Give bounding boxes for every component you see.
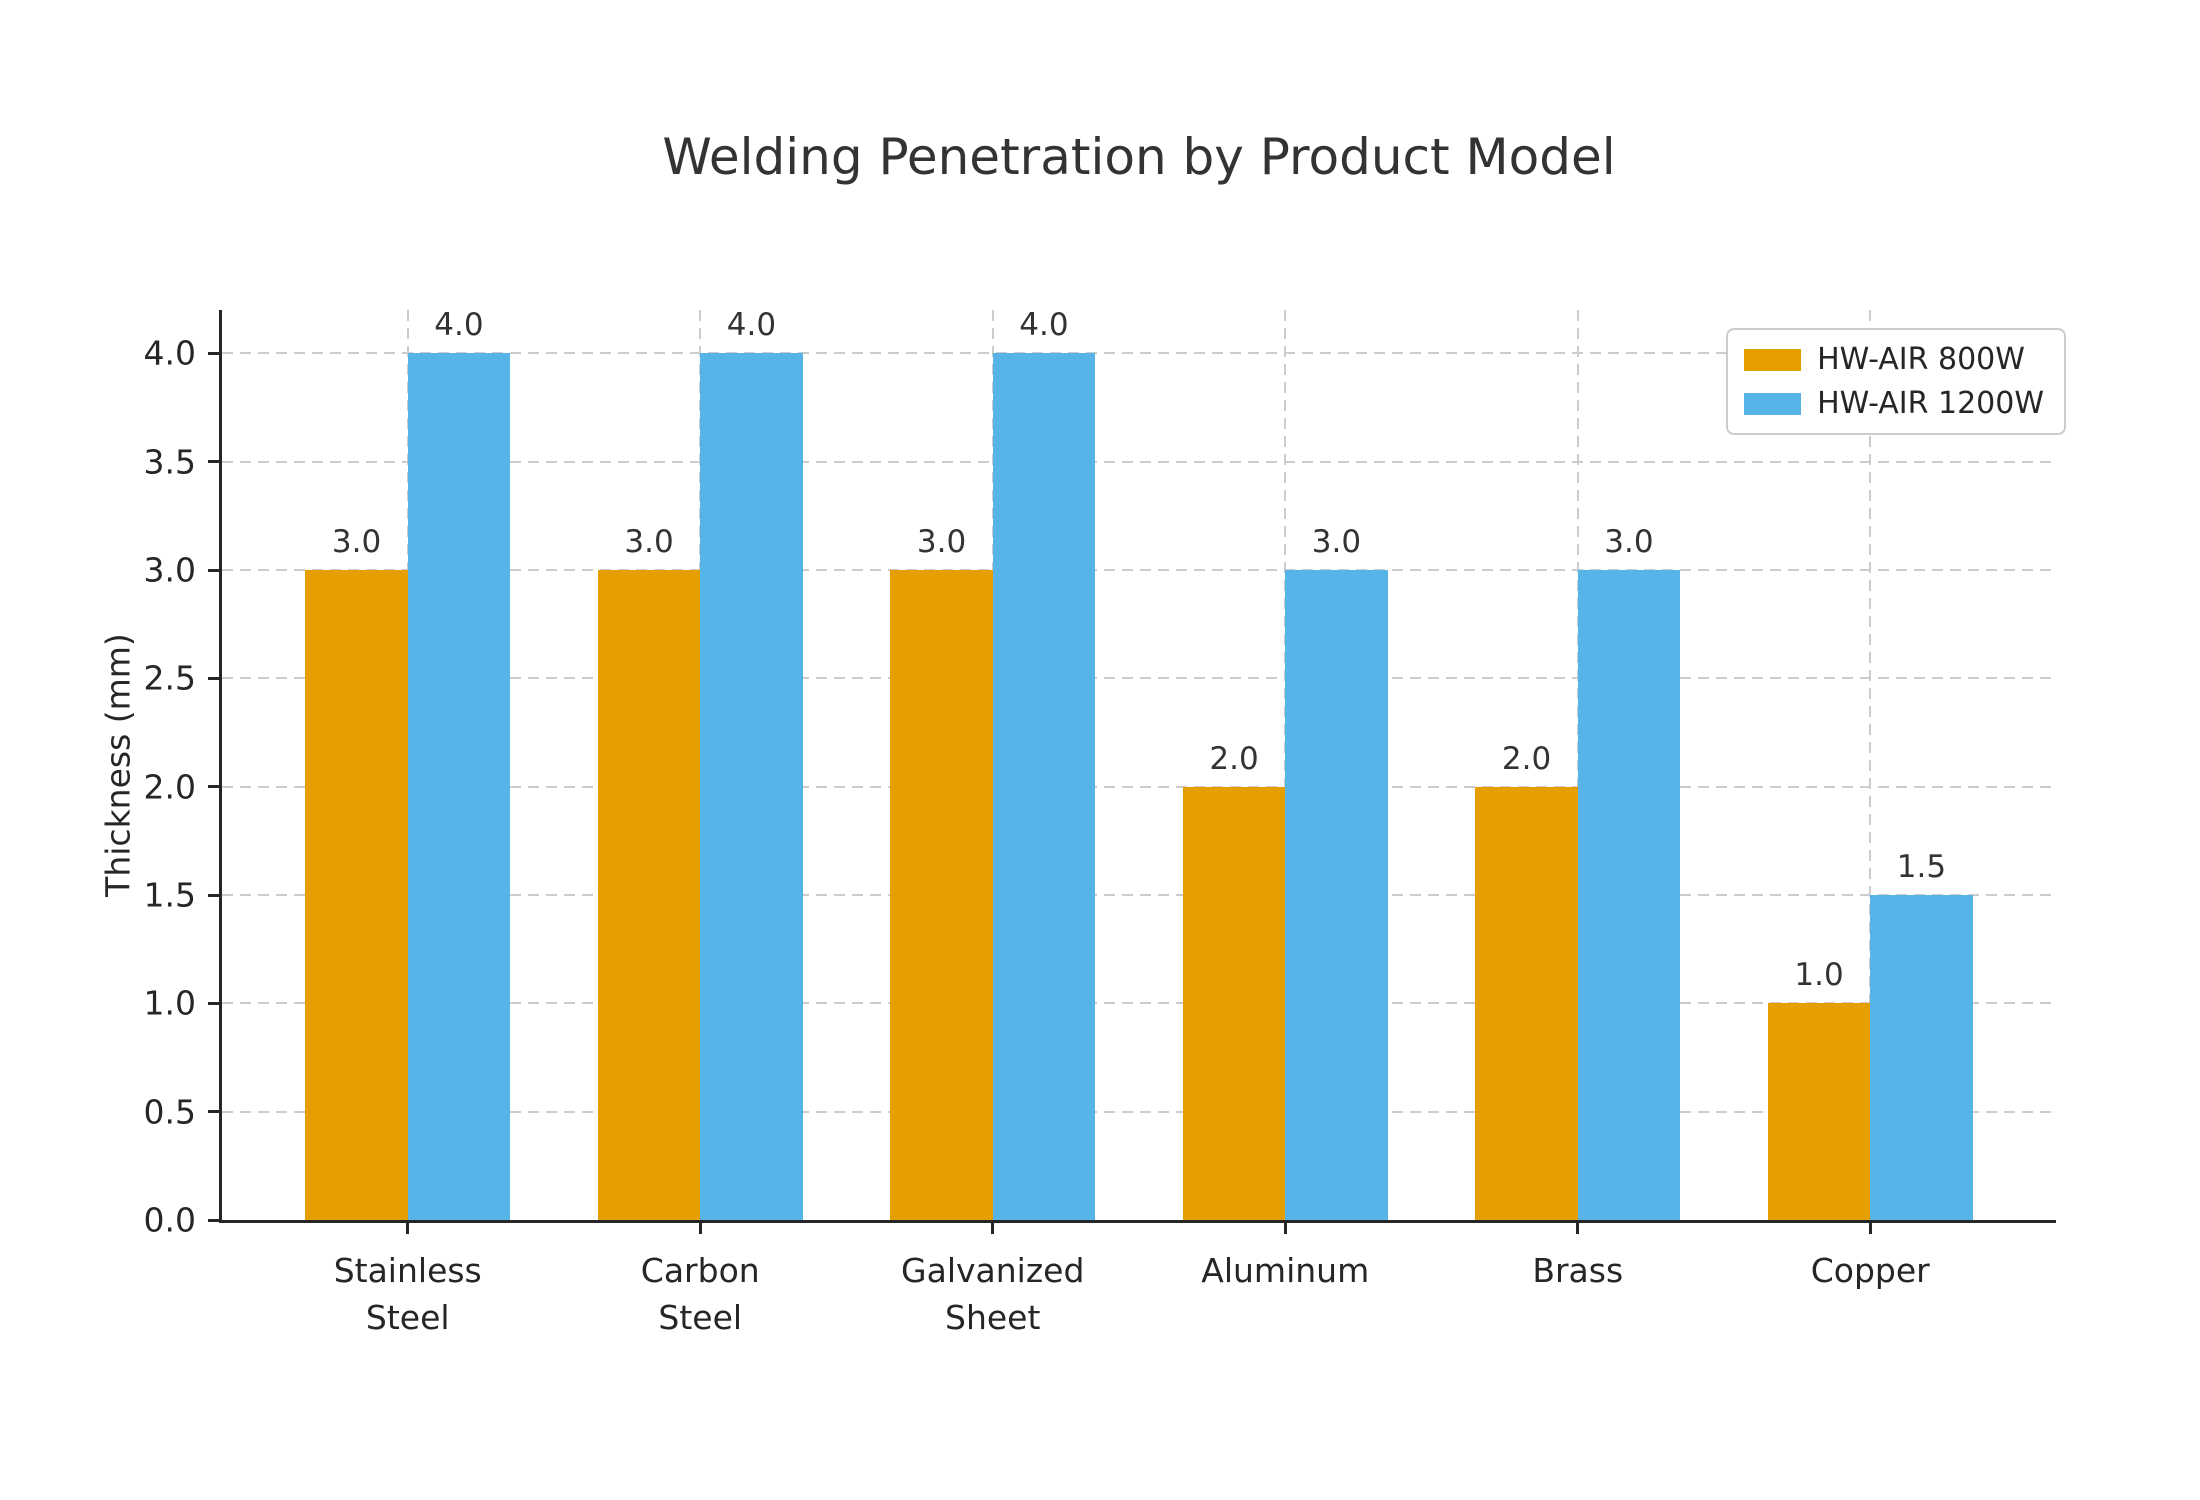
y-tick-mark [208, 460, 219, 464]
bar [890, 570, 993, 1220]
y-tick-mark [208, 785, 219, 789]
bar-value-label: 3.0 [624, 524, 674, 560]
y-tick-mark [208, 1110, 219, 1114]
legend-item: HW-AIR 800W [1744, 342, 2044, 377]
x-tick-label: Carbon Steel [640, 1251, 760, 1337]
legend: HW-AIR 800W HW-AIR 1200W [1726, 328, 2066, 435]
x-tick-label: Stainless Steel [333, 1251, 482, 1337]
y-axis-spine [219, 310, 222, 1223]
bar-value-label: 4.0 [726, 307, 777, 344]
y-tick-mark [208, 568, 219, 572]
bar [1182, 786, 1286, 1220]
y-tick-label: 2.5 [143, 658, 196, 698]
y-tick-label: 3.5 [143, 442, 196, 482]
plot-area: 3.0 3.0 3.0 2.0 2.0 1.0 4.0 4.0 4.0 3.0 3.0 1.5 0.0 0… [144, 307, 2056, 1337]
bar [597, 570, 701, 1220]
x-tick-label: Brass [1532, 1251, 1624, 1290]
gridline-horizontal [222, 677, 2056, 680]
bar [700, 353, 803, 1220]
legend-item: HW-AIR 1200W [1744, 386, 2044, 421]
gridline-horizontal [222, 1110, 2056, 1113]
x-axis-spine [219, 1220, 2056, 1223]
gridline-horizontal [222, 460, 2056, 463]
bar-value-label: 3.0 [916, 524, 967, 560]
gridline-horizontal [222, 569, 2056, 571]
y-tick-label: 4.0 [143, 333, 196, 373]
bar-value-label: 4.0 [434, 307, 484, 344]
y-tick-label: 3.0 [143, 550, 196, 590]
gridline-horizontal [222, 894, 2056, 896]
x-tick-label: Galvanized Sheet [901, 1251, 1085, 1337]
gridline-horizontal [222, 785, 2056, 788]
bar [1577, 570, 1681, 1220]
bar [1285, 570, 1388, 1220]
x-tick-mark [1868, 1223, 1872, 1234]
bar [407, 353, 511, 1220]
gridline-horizontal [222, 352, 2056, 355]
legend-swatch [1744, 348, 1802, 371]
bar-value-label: 4.0 [1019, 307, 1069, 344]
y-tick-mark [208, 351, 219, 355]
bar [1870, 895, 1973, 1220]
y-tick-mark [208, 1218, 219, 1222]
y-tick-label: 0.5 [143, 1092, 196, 1132]
x-tick-mark [406, 1223, 410, 1234]
x-tick-mark [991, 1223, 995, 1234]
gridline-horizontal [222, 1002, 2056, 1005]
y-tick-mark [208, 893, 219, 897]
y-tick-label: 2.0 [143, 767, 196, 807]
chart-title: Welding Penetration by Product Model [662, 128, 1616, 186]
y-tick-label: 1.5 [143, 875, 196, 915]
bar-value-label: 3.0 [1604, 524, 1654, 560]
y-tick-label: 0.0 [143, 1200, 196, 1240]
x-tick-mark [698, 1223, 702, 1234]
y-tick-label: 1.0 [143, 983, 196, 1023]
gridline-vertical [1869, 310, 1872, 1220]
bar-value-label: 2.0 [1501, 740, 1552, 777]
bar [1475, 786, 1578, 1220]
y-tick-mark [208, 1001, 219, 1005]
bar [1767, 1003, 1871, 1220]
bar-value-label: 1.5 [1896, 849, 1947, 885]
bar-value-label: 2.0 [1209, 740, 1259, 777]
y-tick-mark [208, 676, 219, 680]
bar-value-label: 3.0 [1311, 524, 1362, 560]
bar [305, 570, 408, 1220]
x-tick-label: Aluminum [1201, 1251, 1370, 1290]
bar-value-label: 3.0 [331, 524, 382, 560]
bar-value-label: 1.0 [1794, 957, 1844, 994]
x-tick-mark [1576, 1223, 1580, 1234]
legend-label: HW-AIR 800W [1817, 342, 2025, 377]
legend-label: HW-AIR 1200W [1817, 386, 2044, 421]
legend-swatch [1744, 392, 1802, 415]
x-tick-mark [1283, 1223, 1287, 1234]
bar [992, 353, 1096, 1220]
x-tick-label: Copper [1810, 1251, 1930, 1290]
